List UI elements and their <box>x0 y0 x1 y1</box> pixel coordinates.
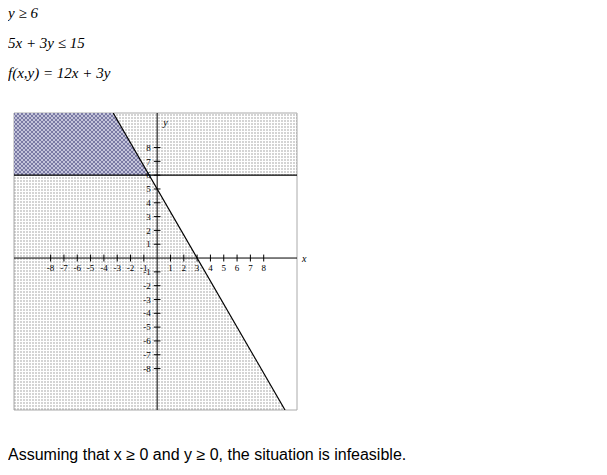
svg-text:-2: -2 <box>143 281 151 291</box>
svg-text:-8: -8 <box>47 263 55 273</box>
svg-text:4: 4 <box>146 198 151 208</box>
svg-text:6: 6 <box>235 263 240 273</box>
html-text:5x + 3y ≤ 15: 5x + 3y ≤ 15 <box>8 35 85 51</box>
svg-text:1: 1 <box>168 263 173 273</box>
svg-text:3: 3 <box>146 212 151 222</box>
svg-text:-5: -5 <box>143 322 151 332</box>
svg-text:-1: -1 <box>143 267 151 277</box>
svg-text:8: 8 <box>261 263 266 273</box>
svg-text:-5: -5 <box>87 263 95 273</box>
svg-text:-3: -3 <box>113 263 121 273</box>
svg-text:-3: -3 <box>143 295 151 305</box>
svg-text:-6: -6 <box>74 263 82 273</box>
html-text:f(x,y) = 12x + 3y: f(x,y) = 12x + 3y <box>8 65 111 81</box>
svg-text:8: 8 <box>146 143 151 153</box>
svg-text:-6: -6 <box>143 336 151 346</box>
svg-text:-8: -8 <box>143 364 151 374</box>
svg-text:6: 6 <box>146 170 151 180</box>
svg-text:-7: -7 <box>60 263 68 273</box>
svg-text:2: 2 <box>146 226 151 236</box>
svg-text:-4: -4 <box>100 263 108 273</box>
svg-text:7: 7 <box>146 157 151 167</box>
svg-text:4: 4 <box>208 263 213 273</box>
svg-text:5: 5 <box>146 184 151 194</box>
svg-text:x: x <box>301 253 307 264</box>
html-text:Assuming that x ≥ 0 and y ≥ 0,: Assuming that x ≥ 0 and y ≥ 0, the situa… <box>8 446 407 463</box>
svg-text:7: 7 <box>248 263 253 273</box>
svg-text:-2: -2 <box>127 263 135 273</box>
svg-text:-7: -7 <box>143 350 151 360</box>
svg-text:-4: -4 <box>143 308 151 318</box>
svg-text:y: y <box>162 117 168 128</box>
svg-text:1: 1 <box>146 239 151 249</box>
svg-text:2: 2 <box>182 263 187 273</box>
svg-text:5: 5 <box>222 263 227 273</box>
html-text:y ≥ 6: y ≥ 6 <box>8 5 38 21</box>
svg-text:3: 3 <box>195 263 200 273</box>
